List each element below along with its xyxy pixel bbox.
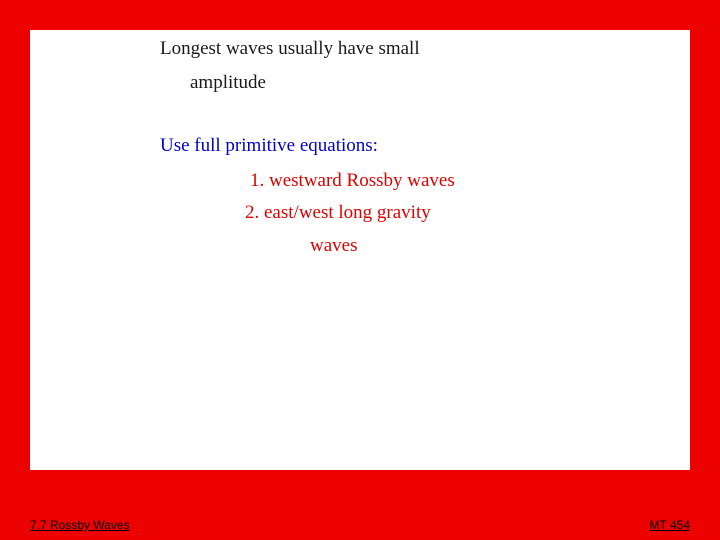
slide-frame: Longest waves usually have small amplitu… bbox=[0, 0, 720, 540]
note-line-3: Use full primitive equations: bbox=[160, 135, 378, 157]
whiteboard: Longest waves usually have small amplitu… bbox=[30, 30, 690, 470]
note-line-2: amplitude bbox=[190, 72, 266, 94]
note-line-6: waves bbox=[310, 235, 357, 257]
note-line-4: 1. westward Rossby waves bbox=[250, 170, 455, 192]
footer-section-title: 7.7 Rossby Waves bbox=[30, 518, 130, 532]
footer-course-code: MT 454 bbox=[650, 518, 690, 532]
note-line-5: 2. east/west long gravity bbox=[245, 202, 431, 224]
note-line-1: Longest waves usually have small bbox=[160, 38, 420, 60]
slide-footer: 7.7 Rossby Waves MT 454 bbox=[30, 518, 690, 532]
